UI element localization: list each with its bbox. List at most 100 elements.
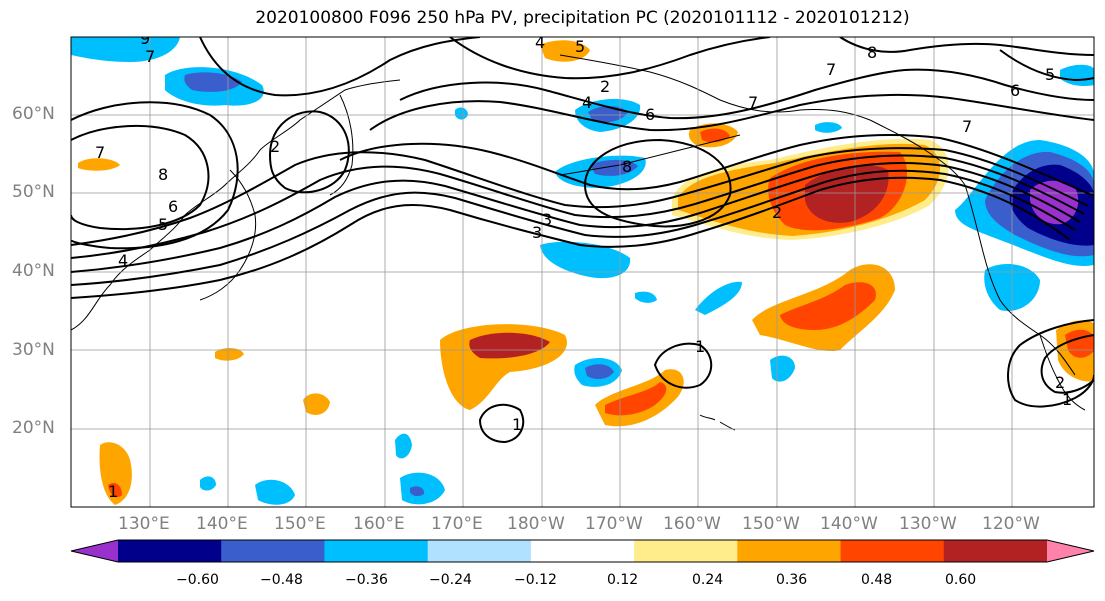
pv-contour-hawaii-1 <box>653 342 713 389</box>
coast-hawaii <box>699 414 736 431</box>
colorbar-segment <box>943 540 1048 562</box>
pv-contour-central-1 <box>478 403 525 444</box>
contour-label: 6 <box>1010 81 1020 100</box>
colorbar-segment <box>324 540 429 562</box>
lon-label: 150°W <box>742 514 800 534</box>
pv-contour-west-ridge <box>71 125 210 231</box>
contour-label: 2 <box>772 203 782 222</box>
contour-label: 3 <box>542 210 552 229</box>
coastlines <box>71 54 1086 431</box>
contour-label: 5 <box>1045 65 1055 84</box>
pv-contour-jet-1 <box>71 176 1071 299</box>
lon-label: 170°W <box>585 514 643 534</box>
contour-label: 4 <box>535 33 545 52</box>
contour-label: 4 <box>118 251 128 270</box>
lat-label: 50°N <box>12 182 55 202</box>
contour-label: 4 <box>582 93 592 112</box>
lat-label: 40°N <box>12 261 55 281</box>
coast-aleutians <box>559 134 741 176</box>
contour-label: 1 <box>512 415 522 434</box>
lon-label: 120°W <box>982 514 1040 534</box>
contour-label: 6 <box>645 105 655 124</box>
precip-neg-small-west <box>255 479 295 505</box>
contour-label: 8 <box>622 157 632 176</box>
coast-japan <box>199 169 257 301</box>
colorbar-segments <box>118 540 1048 562</box>
precip-neg-hawaii-north-core <box>585 364 614 380</box>
colorbar-tick-label: −0.48 <box>260 572 303 588</box>
contour-label: 1 <box>108 482 118 501</box>
pv-contour-aleutian-low <box>583 138 732 228</box>
precip-neg-mariana <box>395 433 412 459</box>
colorbar-tick-label: 0.36 <box>776 572 808 588</box>
precip-neg-alaska-east <box>1060 64 1094 87</box>
pv-contour-north-3 <box>399 68 1094 120</box>
pv-contour-northeast-1 <box>839 37 1094 56</box>
pv-contour-north-2 <box>449 37 771 80</box>
pv-contour-west-ridge-2 <box>71 101 239 250</box>
pv-contour-jet-4 <box>71 154 1085 259</box>
contour-label: 2 <box>600 77 610 96</box>
gridlines <box>71 37 1094 507</box>
contour-labels: 9 7 7 8 6 5 4 2 4 2 4 6 5 3 3 8 7 7 8 7 <box>95 33 1072 501</box>
pv-contour-mexico-2 <box>1040 334 1094 394</box>
colorbar-tick-label: 0.24 <box>692 572 724 588</box>
precip-pos-japan-sea <box>78 158 120 171</box>
lon-label: 180°W <box>507 514 565 534</box>
colorbar-low-extension <box>71 540 118 562</box>
lat-label: 20°N <box>12 418 55 438</box>
lon-label: 160°E <box>353 514 405 534</box>
precip-pos-small-2 <box>303 393 330 415</box>
colorbar-high-extension <box>1047 540 1094 562</box>
colorbar-segment <box>530 540 635 562</box>
precip-neg-east-small <box>695 281 742 315</box>
colorbar-segment <box>737 540 842 562</box>
contour-label: 7 <box>145 47 155 66</box>
coast-alaska <box>559 54 966 186</box>
precip-pos-small-1 <box>215 348 244 361</box>
colorbar <box>70 539 1095 563</box>
precip-pos-northeast-pacific-core <box>780 282 876 330</box>
pv-contour-north-4 <box>369 93 1094 132</box>
precip-neg-bering-small-2 <box>455 107 468 120</box>
contour-label: 7 <box>95 143 105 162</box>
precip-pos-central-pacific-core <box>469 332 550 359</box>
precip-neg-small-central <box>635 291 657 303</box>
coast-kamchatka <box>329 94 354 196</box>
figure-title: 2020100800 F096 250 hPa PV, precipitatio… <box>255 8 910 28</box>
contour-label: 6 <box>168 197 178 216</box>
pv-contour-jet-6 <box>339 133 1094 197</box>
contour-label: 3 <box>532 223 542 242</box>
pv-contour-north-1 <box>199 37 481 97</box>
precip-pos-philippines <box>99 442 132 505</box>
pv-contour-jet-3 <box>71 161 1081 273</box>
coast-baja <box>1039 334 1086 411</box>
colorbar-segment <box>118 540 222 562</box>
precip-neg-bering-small <box>815 122 842 133</box>
colorbar-tick-label: −0.24 <box>429 572 472 588</box>
contour-label: 7 <box>826 60 836 79</box>
colorbar-tick-label: 0.48 <box>861 572 893 588</box>
pv-contour-northeast-2 <box>999 49 1094 82</box>
lat-label: 30°N <box>12 340 55 360</box>
contour-label: 7 <box>962 117 972 136</box>
precip-neg-central-north <box>540 241 631 279</box>
contour-label: 2 <box>1055 373 1065 392</box>
lon-label: 140°E <box>196 514 248 534</box>
contour-label: 8 <box>158 165 168 184</box>
colorbar-tick-label: 0.12 <box>607 572 639 588</box>
lon-label: 160°W <box>663 514 721 534</box>
lat-label: 60°N <box>12 104 55 124</box>
precip-neg-east-small-2 <box>770 355 795 382</box>
lon-label: 150°E <box>274 514 326 534</box>
colorbar-segment <box>634 540 738 562</box>
pv-contour-jet-2 <box>71 169 1076 286</box>
precip-neg-small-west-2 <box>200 476 216 491</box>
precip-neg-marshall <box>400 472 445 505</box>
contour-label: 7 <box>748 93 758 112</box>
pv-contour-mexico-1 <box>1007 319 1094 408</box>
colorbar-segment <box>221 540 325 562</box>
coast-north-america <box>964 184 1076 376</box>
precip-neg-arctic-west <box>71 37 180 62</box>
